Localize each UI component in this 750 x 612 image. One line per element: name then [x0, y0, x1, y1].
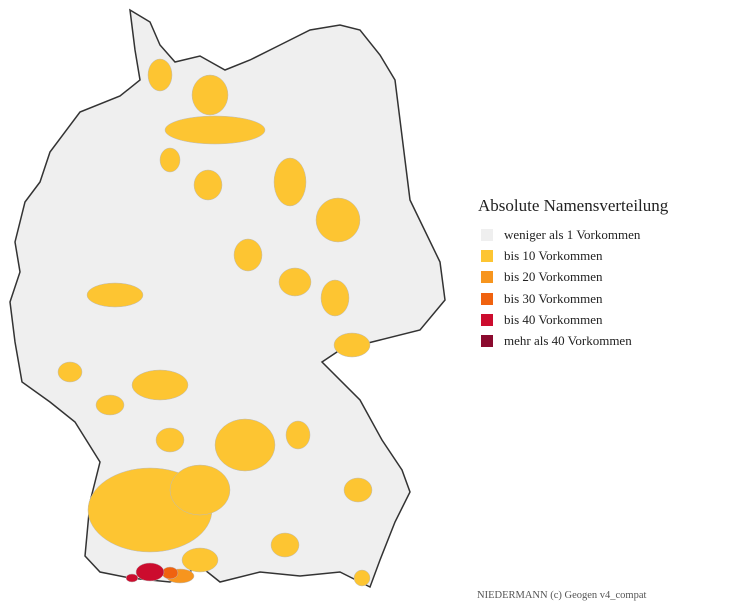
legend-item: bis 40 Vorkommen [478, 309, 668, 330]
legend-swatch [481, 313, 493, 326]
region-bis-10 [315, 197, 361, 243]
legend-swatch [481, 271, 493, 284]
region-bis-10 [343, 477, 373, 503]
legend-item: bis 10 Vorkommen [478, 245, 668, 266]
legend-label: bis 10 Vorkommen [504, 247, 603, 263]
region-bis-40 [125, 573, 139, 583]
germany-map [9, 8, 446, 589]
legend-item: bis 20 Vorkommen [478, 267, 668, 288]
footer-credit: NIEDERMANN (c) Geogen v4_compat [477, 590, 647, 601]
legend-swatch [481, 228, 493, 241]
region-bis-10 [233, 238, 263, 272]
legend-item: bis 30 Vorkommen [478, 288, 668, 309]
legend-swatch [481, 335, 493, 348]
region-bis-10 [131, 369, 189, 401]
germany-outline [9, 8, 446, 589]
region-bis-10 [86, 282, 144, 308]
legend-label: bis 20 Vorkommen [504, 269, 603, 285]
legend-swatch [481, 292, 493, 305]
legend-item: mehr als 40 Vorkommen [478, 330, 668, 351]
region-bis-10 [191, 74, 229, 116]
region-bis-10 [214, 418, 276, 472]
region-bis-10 [193, 169, 223, 201]
legend-label: mehr als 40 Vorkommen [504, 333, 632, 349]
region-bis-10 [353, 569, 371, 587]
region-bis-40 [135, 562, 165, 582]
region-bis-10 [320, 279, 350, 317]
region-bis-10 [57, 361, 83, 383]
legend: Absolute Namensverteilung weniger als 1 … [478, 196, 668, 352]
region-bis-10 [147, 58, 173, 92]
region-bis-30 [161, 566, 179, 580]
region-bis-10 [155, 427, 185, 453]
legend-label: weniger als 1 Vorkommen [504, 226, 641, 242]
region-bis-10 [278, 267, 312, 297]
region-bis-10 [285, 420, 311, 450]
region-bis-10 [181, 547, 219, 573]
region-bis-10 [270, 532, 300, 558]
region-bis-10 [159, 147, 181, 173]
region-bis-10 [95, 394, 125, 416]
region-bis-10 [169, 464, 231, 516]
legend-label: bis 40 Vorkommen [504, 311, 603, 327]
legend-swatch [481, 249, 493, 262]
legend-item: weniger als 1 Vorkommen [478, 224, 668, 245]
region-bis-10 [273, 157, 307, 207]
region-bis-10 [333, 332, 371, 358]
legend-title: Absolute Namensverteilung [478, 196, 669, 215]
legend-label: bis 30 Vorkommen [504, 290, 603, 306]
region-bis-10 [164, 115, 266, 145]
